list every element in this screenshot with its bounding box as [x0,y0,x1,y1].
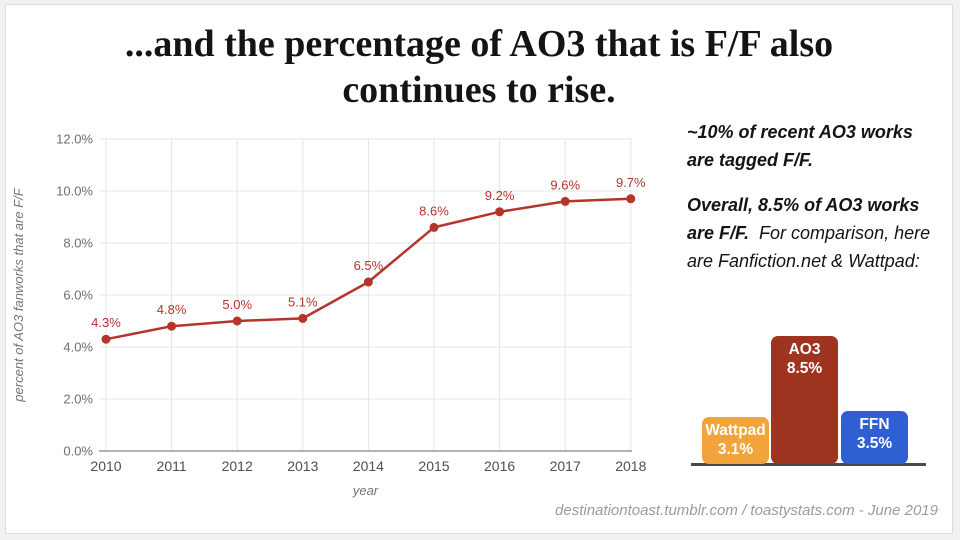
data-point-label: 9.7% [616,175,646,190]
y-tick-label: 10.0% [56,184,93,199]
bar-label-name: FFN [859,416,890,433]
annotation-overall: Overall, 8.5% of AO3 works are F/F. For … [687,191,935,275]
annotation-panel: ~10% of recent AO3 works are tagged F/F.… [687,118,935,275]
annotation-recent: ~10% of recent AO3 works are tagged F/F. [687,122,913,170]
x-tick-label: 2017 [550,458,581,474]
data-point [560,196,570,206]
bar-label-value: 8.5% [786,360,823,377]
data-point-label: 8.6% [419,203,449,218]
bar-label-name: Wattpad [705,422,766,439]
annotation-overall-rest: For comparison, here are Fanfiction.net … [687,223,936,271]
x-tick-label: 2010 [90,458,121,474]
x-tick-label: 2016 [484,458,515,474]
bar-label-value: 3.1% [717,441,754,458]
data-point [167,321,177,331]
page-title: ...and the percentage of AO3 that is F/F… [6,21,952,113]
bar-wattpad: Wattpad 3.1% [702,417,769,464]
bar-chart-baseline [691,463,926,466]
comparison-bar-chart: Wattpad 3.1% AO3 8.5% FFN 3.5% [691,328,926,466]
data-point [232,316,242,326]
data-point [363,277,373,287]
y-tick-label: 2.0% [63,392,93,407]
x-tick-label: 2018 [615,458,646,474]
y-axis-title: percent of AO3 fanworks that are F/F [11,187,26,402]
data-point-label: 9.6% [550,177,580,192]
y-tick-label: 4.0% [63,340,93,355]
bar-label-name: AO3 [788,341,821,358]
title-line-2: continues to rise. [342,69,616,111]
annotation-overall-bold: Overall, 8.5% of AO3 works are F/F. [687,195,925,243]
y-tick-label: 8.0% [63,236,93,251]
data-point [429,222,439,232]
data-point-label: 4.8% [157,302,187,317]
data-point [626,194,636,204]
line-chart: 2010 2011 2012 2013 2014 2015 2016 2017 2018 0.0%… [11,132,647,499]
y-tick-label: 0.0% [63,444,93,459]
slide: ...and the percentage of AO3 that is F/F… [5,4,953,534]
y-tick-label: 12.0% [56,132,93,147]
title-line-1: ...and the percentage of AO3 that is F/F… [124,23,834,65]
data-point-label: 5.0% [222,297,252,312]
data-point [101,334,111,344]
data-point [298,313,308,323]
x-tick-label: 2012 [222,458,253,474]
x-tick-label: 2011 [157,458,187,474]
y-tick-label: 6.0% [63,288,93,303]
x-tick-label: 2013 [287,458,318,474]
bar-ao3: AO3 8.5% [771,336,838,464]
footer-credit: destinationtoast.tumblr.com / toastystat… [555,502,938,519]
data-point-label: 4.3% [91,315,121,330]
x-tick-label: 2014 [353,458,384,474]
x-tick-label: 2015 [418,458,449,474]
bar-label-value: 3.5% [856,435,893,452]
x-axis-title: year [352,483,379,498]
data-point-label: 6.5% [354,258,384,273]
data-point-label: 5.1% [288,294,318,309]
data-point-label: 9.2% [485,188,515,203]
data-point [495,207,505,217]
bar-ffn: FFN 3.5% [841,411,908,464]
